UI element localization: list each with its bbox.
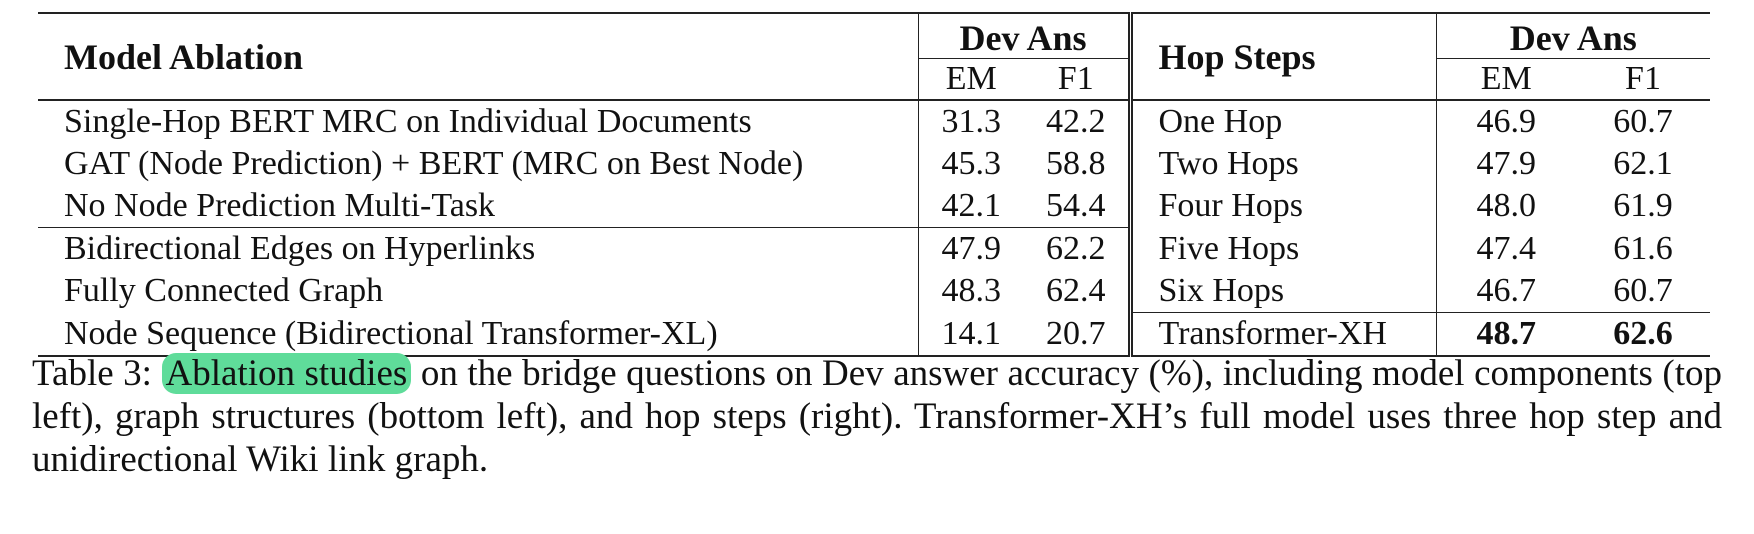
ablation-table-container: Model Ablation Dev Ans Hop Steps Dev Ans… — [38, 12, 1710, 357]
f1-header-right: F1 — [1576, 58, 1710, 100]
left-row-label: Fully Connected Graph — [38, 270, 919, 313]
right-row-f1: 61.6 — [1613, 229, 1673, 267]
left-row-f1: 58.8 — [1046, 145, 1106, 182]
right-row-label: Five Hops — [1127, 227, 1437, 270]
right-row-em: 47.4 — [1476, 229, 1537, 267]
table-row: Bidirectional Edges on Hyperlinks 47.9 6… — [38, 227, 1710, 270]
model-ablation-header: Model Ablation — [38, 13, 919, 100]
em-header-left: EM — [918, 58, 1024, 100]
left-row-f1: 20.7 — [1046, 314, 1106, 352]
left-row-label: GAT (Node Prediction) + BERT (MRC on Bes… — [38, 143, 919, 185]
left-row-em: 45.3 — [941, 145, 1002, 182]
right-row-label: One Hop — [1127, 100, 1437, 143]
dev-ans-header-left: Dev Ans — [959, 18, 1087, 58]
right-row-f1: 62.6 — [1576, 312, 1710, 356]
ablation-table: Model Ablation Dev Ans Hop Steps Dev Ans… — [38, 12, 1710, 357]
dev-ans-header-right: Dev Ans — [1509, 18, 1637, 58]
left-row-em: 47.9 — [918, 227, 1024, 270]
right-row-label: Four Hops — [1127, 185, 1437, 228]
hop-steps-header: Hop Steps — [1127, 13, 1437, 100]
right-row-f1: 61.9 — [1613, 187, 1673, 225]
table-row: Single-Hop BERT MRC on Individual Docume… — [38, 100, 1710, 143]
right-row-em: 46.9 — [1476, 103, 1537, 140]
right-row-label: Transformer-XH — [1127, 312, 1437, 356]
right-row-em: 48.0 — [1476, 187, 1537, 225]
table-row: GAT (Node Prediction) + BERT (MRC on Bes… — [38, 143, 1710, 185]
caption-highlight: Ablation studies — [161, 353, 412, 394]
left-row-em: 42.1 — [941, 187, 1002, 224]
left-row-f1: 62.2 — [1024, 227, 1130, 270]
left-row-label: No Node Prediction Multi-Task — [38, 185, 919, 228]
left-row-label: Single-Hop BERT MRC on Individual Docume… — [38, 100, 919, 143]
right-row-label: Two Hops — [1127, 143, 1437, 185]
left-row-em: 31.3 — [941, 103, 1002, 140]
right-row-em: 48.7 — [1436, 312, 1576, 356]
right-row-f1: 60.7 — [1613, 103, 1673, 140]
right-row-em: 47.9 — [1476, 145, 1537, 182]
left-row-f1: 42.2 — [1046, 103, 1106, 140]
right-row-f1: 62.1 — [1613, 145, 1673, 182]
right-row-label: Six Hops — [1127, 270, 1437, 313]
table-row: Fully Connected Graph 48.3 62.4 Six Hops… — [38, 270, 1710, 313]
caption-prefix: Table 3: — [32, 353, 162, 394]
table-row: No Node Prediction Multi-Task 42.1 54.4 … — [38, 185, 1710, 228]
right-row-f1: 60.7 — [1613, 272, 1673, 309]
caption-text: on the bridge questions on Dev answer ac… — [32, 353, 1723, 480]
left-row-label: Node Sequence (Bidirectional Transformer… — [38, 312, 919, 356]
right-row-em: 46.7 — [1476, 272, 1537, 309]
f1-header-left: F1 — [1024, 58, 1130, 100]
left-row-f1: 54.4 — [1046, 187, 1106, 224]
left-row-em: 48.3 — [941, 272, 1002, 310]
table-caption: Table 3: Ablation studies on the bridge … — [32, 352, 1722, 481]
left-row-f1: 62.4 — [1046, 272, 1106, 310]
left-row-label: Bidirectional Edges on Hyperlinks — [38, 227, 919, 270]
table-row: Node Sequence (Bidirectional Transformer… — [38, 312, 1710, 356]
em-header-right: EM — [1436, 58, 1576, 100]
left-row-em: 14.1 — [941, 314, 1002, 352]
